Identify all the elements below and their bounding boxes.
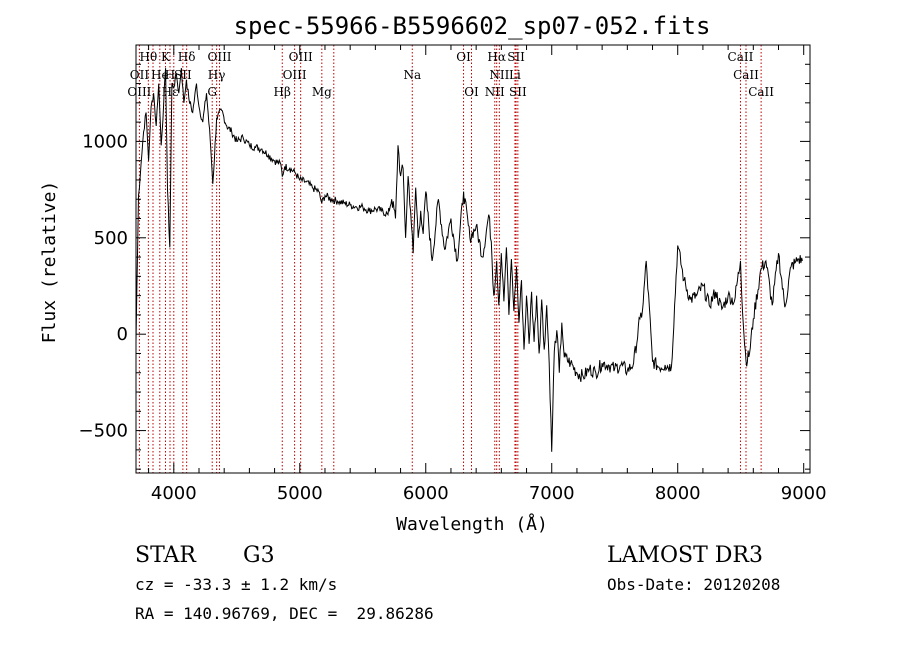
line-label-16: NII	[489, 68, 509, 82]
y-tick-label-1000: 1000	[82, 131, 128, 152]
series-line-flux	[135, 68, 803, 452]
redshift-velocity: cz = -33.3 ± 1.2 km/s	[135, 575, 337, 594]
line-label-10: He	[151, 68, 169, 82]
x-tick-label-6000: 6000	[403, 483, 449, 504]
x-tick-label-9000: 9000	[781, 483, 827, 504]
line-label-8: CaII	[728, 50, 754, 64]
observation-date: Obs-Date: 20120208	[607, 575, 780, 594]
x-tick-label-8000: 8000	[655, 483, 701, 504]
plot-frame	[135, 44, 811, 474]
line-label-27: CaII	[748, 85, 774, 99]
spectral-subclass: G3	[243, 543, 275, 568]
line-label-18: CaII	[733, 68, 759, 82]
chart-title: spec-55966-B5596602_sp07-052.fits	[234, 12, 711, 40]
x-tick-label-4000: 4000	[151, 483, 197, 504]
line-label-20: Hε	[162, 85, 179, 99]
line-label-6: Hα	[487, 50, 506, 64]
line-label-0: Hθ	[139, 50, 157, 64]
line-label-17: Li	[509, 68, 521, 82]
coordinates: RA = 140.96769, DEC = 29.86286	[135, 604, 434, 623]
x-tick-label-5000: 5000	[277, 483, 323, 504]
line-label-11: H	[165, 68, 175, 82]
y-tick-label-500: 500	[94, 228, 128, 249]
object-class: STAR	[135, 543, 197, 568]
y-tick-label-0: 0	[117, 324, 128, 345]
line-label-19: OIII	[127, 85, 151, 99]
x-axis-label: Wavelength (Å)	[396, 513, 548, 535]
line-label-4: OIII	[289, 50, 313, 64]
y-tick-label--500: −500	[79, 421, 128, 442]
line-label-14: OIII	[283, 68, 307, 82]
line-label-24: OI	[464, 85, 479, 99]
line-label-15: Na	[403, 68, 421, 82]
line-label-9: OII	[130, 68, 150, 82]
axis-ticks: 4000 5000 6000 7000 8000 9000 −500 0 500 1000	[79, 44, 827, 504]
x-tick-label-7000: 7000	[529, 483, 575, 504]
line-label-22: Hβ	[274, 85, 291, 99]
line-label-23: Mg	[312, 85, 332, 99]
line-label-21: G	[207, 85, 217, 99]
line-label-5: OI	[456, 50, 471, 64]
line-label-3: OIII	[207, 50, 231, 64]
line-label-12: SII	[174, 68, 192, 82]
line-label-13: Hγ	[208, 68, 226, 82]
line-label-1: K	[161, 50, 171, 64]
data-series	[135, 68, 803, 452]
plot-border	[135, 44, 811, 474]
survey-name: LAMOST DR3	[607, 543, 763, 568]
line-label-7: SII	[507, 50, 525, 64]
line-label-25: NII	[485, 85, 505, 99]
line-markers	[138, 45, 762, 473]
line-label-2: Hδ	[178, 50, 196, 64]
y-axis-label: Flux (relative)	[39, 181, 60, 344]
line-label-26: SII	[509, 85, 527, 99]
